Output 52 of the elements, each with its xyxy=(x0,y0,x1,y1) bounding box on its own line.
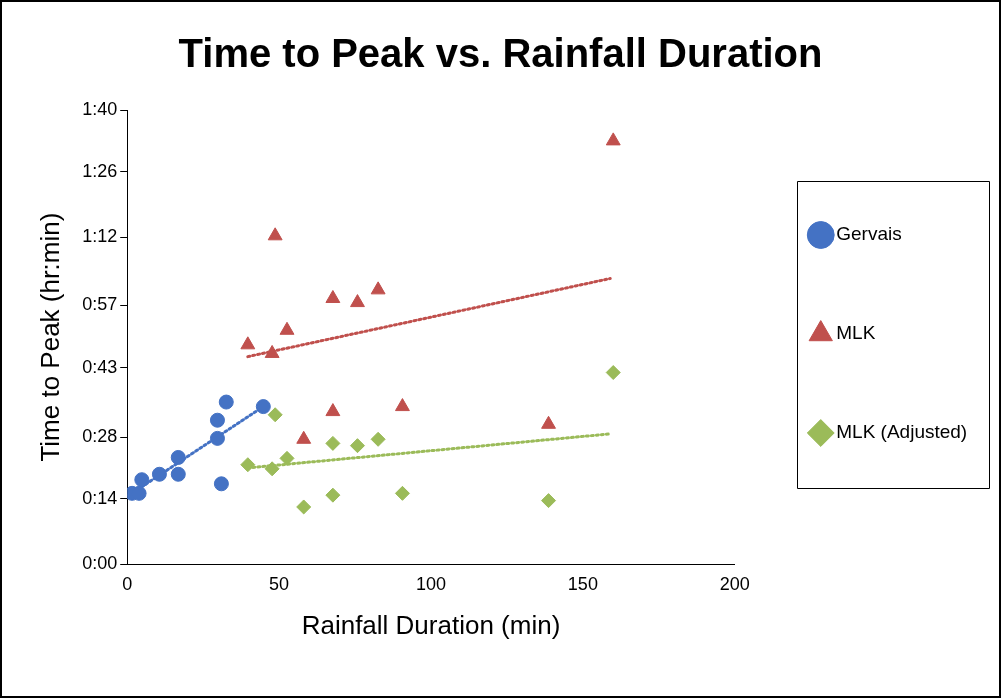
point xyxy=(170,449,186,465)
point xyxy=(605,365,621,381)
point xyxy=(240,457,256,473)
point xyxy=(325,435,341,451)
y-tick-label: 0:43 xyxy=(82,356,118,377)
x-axis-title: Rainfall Duration (min) xyxy=(301,609,561,640)
y-tick-label: 0:28 xyxy=(82,425,118,446)
point xyxy=(325,403,341,417)
point xyxy=(395,398,410,412)
point xyxy=(296,499,312,515)
x-tick-label: 150 xyxy=(567,573,598,594)
point xyxy=(134,472,150,488)
point xyxy=(255,399,271,415)
y-tick-label: 1:26 xyxy=(82,160,118,181)
point xyxy=(370,281,386,295)
point xyxy=(209,430,225,446)
point xyxy=(394,485,410,501)
y-tick-label: 1:12 xyxy=(82,226,118,247)
legend-label: MLK xyxy=(836,322,876,344)
point xyxy=(267,227,283,241)
point xyxy=(279,450,295,466)
point xyxy=(605,132,621,146)
point xyxy=(349,438,365,454)
point xyxy=(279,321,295,335)
point xyxy=(170,466,186,482)
point xyxy=(325,289,341,303)
y-axis-title: Time to Peak (hr:min) xyxy=(34,212,65,462)
x-tick-label: 200 xyxy=(719,573,750,594)
point xyxy=(325,487,341,503)
point xyxy=(240,336,256,350)
point xyxy=(218,394,234,410)
point xyxy=(541,493,557,509)
chart-title: Time to Peak vs. Rainfall Duration xyxy=(178,31,823,76)
point xyxy=(151,466,167,482)
point xyxy=(296,430,312,444)
point xyxy=(264,344,280,358)
point xyxy=(264,461,280,477)
legend-label: Gervais xyxy=(836,223,902,245)
y-tick-label: 0:00 xyxy=(82,553,118,574)
point xyxy=(541,415,556,429)
x-tick-label: 50 xyxy=(269,573,290,594)
point xyxy=(213,476,229,492)
y-tick-label: 1:40 xyxy=(82,98,118,119)
x-tick-label: 100 xyxy=(415,573,447,594)
x-tick-label: 0 xyxy=(122,573,133,594)
y-tick-label: 0:14 xyxy=(82,487,118,508)
point xyxy=(350,294,365,308)
point xyxy=(209,412,225,428)
point xyxy=(370,431,386,447)
point xyxy=(267,407,283,423)
legend-label: MLK (Adjusted) xyxy=(836,421,968,443)
y-tick-label: 0:57 xyxy=(82,294,118,315)
